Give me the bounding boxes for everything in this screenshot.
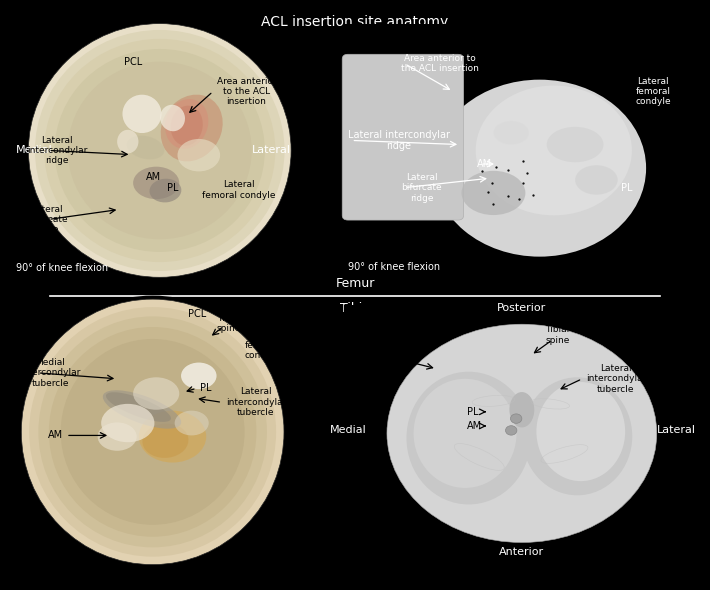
Text: Area anterior
to the ACL
insertion: Area anterior to the ACL insertion: [217, 77, 276, 106]
Text: Lateral
bifurcate
ridge: Lateral bifurcate ridge: [401, 173, 442, 202]
Text: Lateral
femoral
condyle: Lateral femoral condyle: [635, 77, 671, 106]
Text: AM: AM: [146, 172, 160, 182]
Ellipse shape: [462, 171, 525, 215]
Ellipse shape: [133, 378, 179, 409]
Ellipse shape: [24, 20, 295, 281]
Ellipse shape: [28, 24, 291, 277]
Text: PL: PL: [621, 183, 633, 192]
Text: Lateral intercondylar
ridge: Lateral intercondylar ridge: [348, 130, 450, 151]
Text: Tibial
spine: Tibial spine: [545, 326, 569, 345]
Ellipse shape: [44, 39, 275, 262]
Ellipse shape: [414, 379, 517, 488]
FancyBboxPatch shape: [342, 54, 464, 220]
Text: PL: PL: [200, 384, 212, 393]
Text: Medial: Medial: [16, 146, 53, 155]
Text: AM: AM: [48, 431, 63, 440]
Text: Anterior: Anterior: [499, 547, 545, 556]
Text: Lateral
intercondylar
tubercle: Lateral intercondylar tubercle: [226, 388, 286, 417]
Ellipse shape: [133, 167, 179, 199]
Ellipse shape: [510, 392, 535, 427]
Ellipse shape: [126, 136, 165, 159]
Ellipse shape: [175, 411, 209, 435]
Ellipse shape: [38, 316, 267, 548]
Ellipse shape: [35, 30, 285, 271]
Ellipse shape: [575, 165, 618, 195]
Text: Medial
femoral
condyle: Medial femoral condyle: [20, 313, 55, 342]
Ellipse shape: [49, 327, 256, 537]
Ellipse shape: [537, 382, 626, 481]
Text: Tibial
spine: Tibial spine: [217, 314, 241, 333]
Ellipse shape: [387, 324, 657, 543]
Text: PCL: PCL: [124, 57, 143, 67]
Ellipse shape: [102, 404, 155, 442]
Ellipse shape: [61, 339, 245, 525]
Text: ACL insertion site anatomy: ACL insertion site anatomy: [261, 15, 449, 30]
Text: Lateral: Lateral: [252, 146, 291, 155]
Ellipse shape: [150, 179, 181, 202]
Ellipse shape: [181, 362, 217, 389]
Ellipse shape: [476, 86, 632, 215]
Circle shape: [510, 414, 522, 424]
Ellipse shape: [178, 139, 220, 172]
Ellipse shape: [160, 94, 223, 162]
Text: Area anterior to
the ACL insertion: Area anterior to the ACL insertion: [401, 54, 479, 73]
Text: Medial: Medial: [329, 425, 366, 434]
Ellipse shape: [55, 49, 265, 252]
Text: PL: PL: [467, 407, 479, 417]
Text: 90° of knee flexion: 90° of knee flexion: [348, 262, 440, 271]
Circle shape: [506, 426, 517, 435]
Ellipse shape: [160, 105, 185, 131]
Bar: [344, 24, 699, 271]
Text: Medial
intercondylar
tubercle: Medial intercondylar tubercle: [20, 358, 80, 388]
Text: Lateral
intercondylar
tubercle: Lateral intercondylar tubercle: [586, 364, 646, 394]
Text: Posterior: Posterior: [497, 303, 547, 313]
Ellipse shape: [522, 378, 632, 496]
Ellipse shape: [68, 61, 251, 240]
Ellipse shape: [21, 299, 284, 565]
Text: Lateral
intercondylar
ridge: Lateral intercondylar ridge: [27, 136, 87, 165]
Ellipse shape: [17, 296, 288, 568]
Text: 90° of knee flexion: 90° of knee flexion: [16, 264, 108, 273]
Ellipse shape: [117, 130, 138, 153]
Text: AM: AM: [467, 421, 482, 431]
Ellipse shape: [493, 121, 529, 145]
Text: Lateral
bifurcate
ridge: Lateral bifurcate ridge: [27, 205, 67, 234]
Ellipse shape: [170, 106, 203, 146]
Ellipse shape: [433, 80, 646, 257]
Text: PL: PL: [167, 183, 178, 192]
Text: AM: AM: [477, 159, 492, 169]
Ellipse shape: [143, 424, 188, 458]
Text: Femur: Femur: [335, 277, 375, 290]
Text: Lateral
femoral
condyle: Lateral femoral condyle: [245, 330, 280, 360]
Text: PCL: PCL: [188, 309, 207, 319]
Bar: [344, 305, 699, 556]
Ellipse shape: [547, 127, 604, 162]
Text: Tibia: Tibia: [340, 302, 370, 315]
Text: Lateral
femoral condyle: Lateral femoral condyle: [202, 181, 276, 199]
Ellipse shape: [29, 307, 276, 557]
Ellipse shape: [103, 390, 181, 429]
Text: Lateral: Lateral: [657, 425, 695, 434]
Ellipse shape: [165, 99, 208, 149]
Ellipse shape: [123, 95, 162, 133]
Ellipse shape: [98, 422, 136, 451]
Text: Medial
intercondylar
tubercle: Medial intercondylar tubercle: [351, 336, 412, 366]
Ellipse shape: [406, 372, 531, 504]
Ellipse shape: [139, 411, 207, 463]
Ellipse shape: [106, 392, 171, 422]
